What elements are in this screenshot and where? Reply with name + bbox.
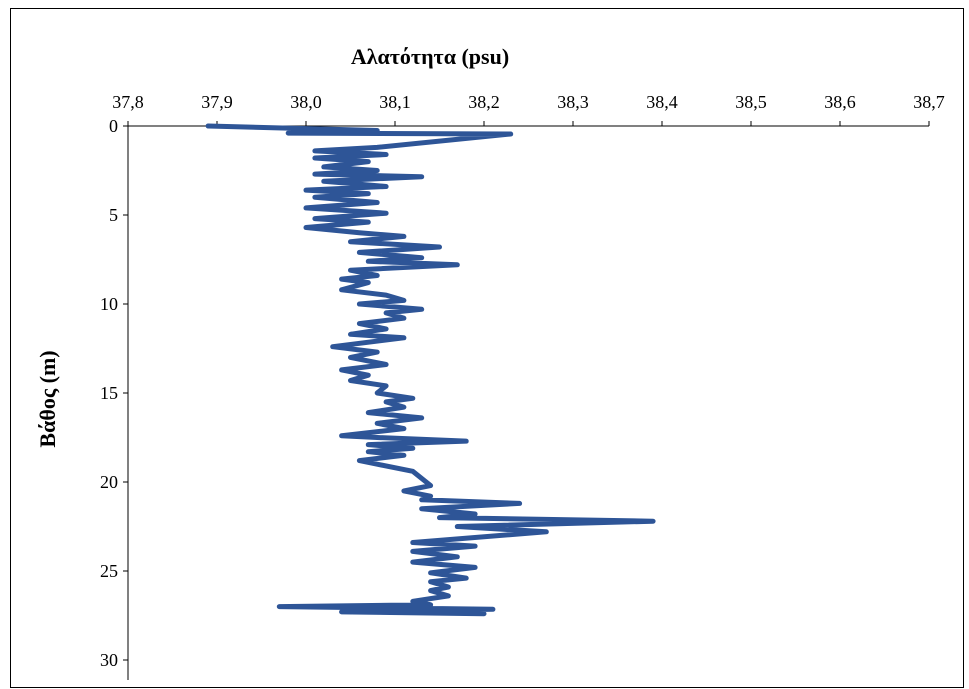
y-tick-label: 10	[100, 294, 118, 314]
x-tick-label: 38,7	[913, 92, 945, 112]
x-tick-label: 38,4	[646, 92, 678, 112]
salinity-depth-chart: Αλατότητα (psu) Βάθος (m) 37,8 37,9 38,0 38…	[35, 44, 945, 680]
x-tick-label: 37,9	[201, 92, 233, 112]
y-tick-label: 0	[109, 116, 118, 136]
x-tick-label: 38,1	[379, 92, 411, 112]
x-tick-label: 38,5	[735, 92, 767, 112]
y-tick-label: 25	[100, 561, 118, 581]
chart-title: Αλατότητα (psu)	[351, 44, 509, 69]
axes: 37,8 37,9 38,0 38,1 38,2 38,3 38,4 38,5 38,6 38,7…	[100, 92, 945, 680]
y-tick-label: 5	[109, 205, 118, 225]
chart-frame: Αλατότητα (psu) Βάθος (m) 37,8 37,9 38,0 38…	[10, 8, 964, 688]
x-tick-label: 38,3	[557, 92, 589, 112]
y-tick-label: 30	[100, 650, 118, 670]
x-tick-label: 38,6	[824, 92, 856, 112]
x-tick-label: 38,2	[468, 92, 500, 112]
y-axis-title: Βάθος (m)	[35, 350, 60, 447]
y-tick-label: 15	[100, 383, 118, 403]
series-layer	[205, 123, 656, 617]
y-tick-label: 20	[100, 472, 118, 492]
x-tick-label: 38,0	[290, 92, 322, 112]
x-tick-label: 37,8	[112, 92, 144, 112]
salinity-profile-line	[205, 123, 656, 617]
